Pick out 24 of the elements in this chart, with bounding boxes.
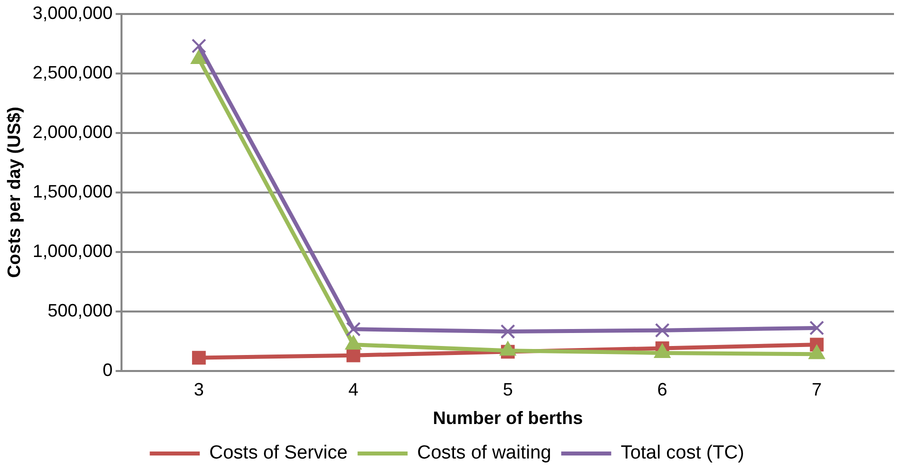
point: [500, 324, 516, 339]
y-tick-label: 2,500,000: [32, 62, 113, 82]
point: [654, 322, 670, 338]
point: [192, 350, 206, 365]
y-tick-label: 500,000: [48, 300, 113, 320]
point: [192, 38, 206, 54]
point: [809, 320, 824, 336]
legend-label: Costs of Service: [209, 442, 348, 464]
y-tick-label: 1,500,000: [32, 181, 113, 202]
x-tick-label: 5: [502, 380, 513, 400]
legend-label: Costs of waiting: [417, 442, 552, 464]
point: [346, 322, 361, 337]
x-tick-label: 6: [657, 380, 668, 400]
legend-label: Total cost (TC): [620, 442, 744, 464]
y-axis-title: Costs per day (US$): [4, 106, 24, 278]
y-tick-label: 0: [102, 360, 113, 380]
x-tick-label: 3: [194, 380, 204, 400]
y-tick-label: 1,000,000: [32, 240, 113, 261]
x-tick-label: 7: [812, 380, 822, 400]
x-tick-label: 4: [348, 380, 358, 400]
point: [346, 348, 360, 362]
y-tick-label: 3,000,000: [32, 2, 113, 23]
y-tick-label: 2,000,000: [32, 122, 113, 142]
x-axis-title: Number of berths: [432, 408, 583, 428]
